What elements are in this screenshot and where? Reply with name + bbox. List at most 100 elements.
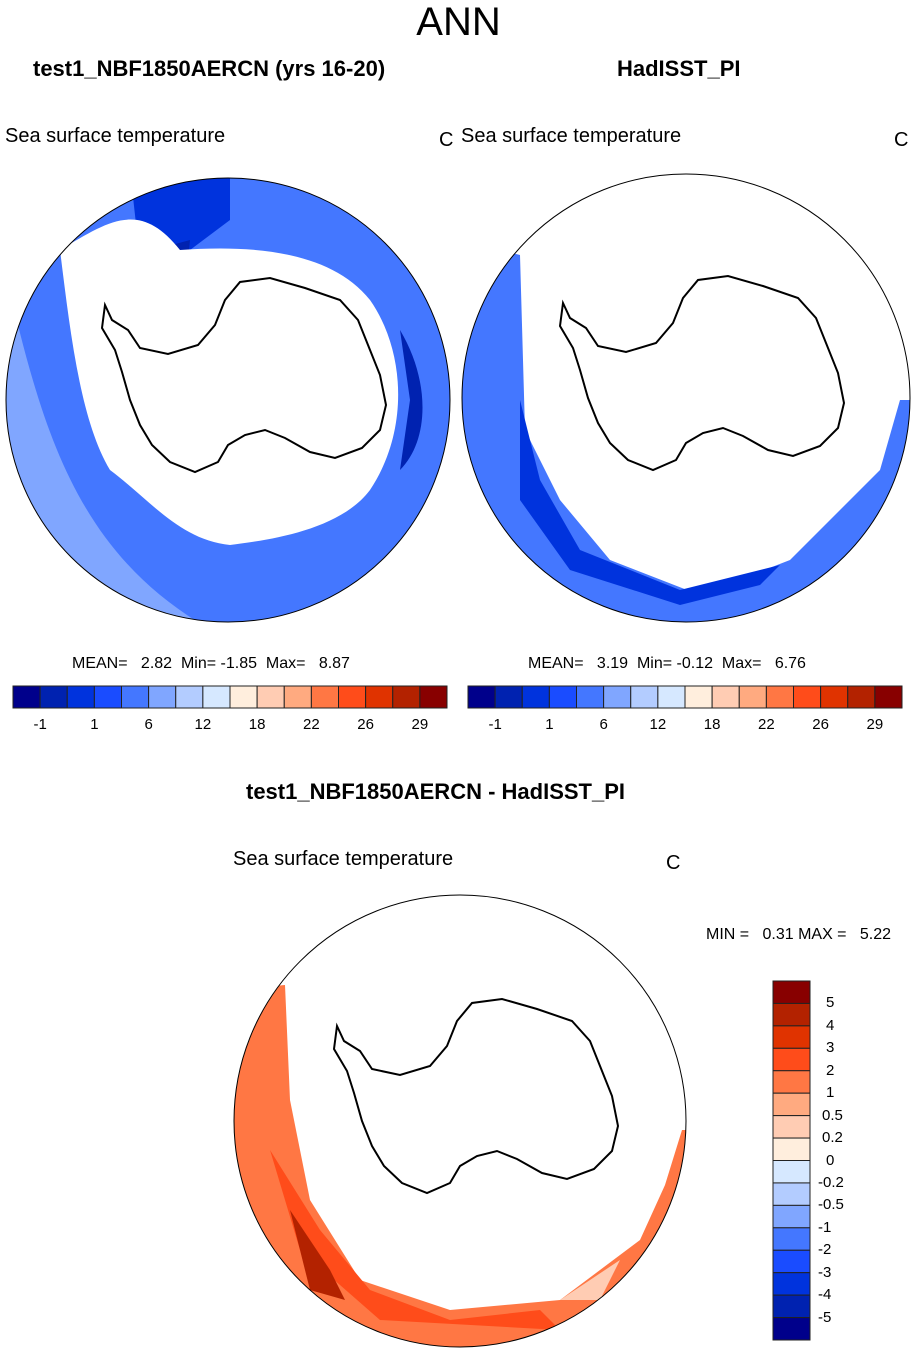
colorbar-tick-label: -1	[488, 716, 502, 733]
colorbar-tick-label: -5	[818, 1308, 832, 1326]
colorbar-swatch	[772, 1025, 811, 1049]
colorbar-swatch	[772, 1002, 811, 1027]
colorbar-tick-label: 2	[826, 1061, 835, 1079]
colorbar-swatch	[521, 685, 550, 709]
stats-diff: MIN = 0.31 MAX = 5.22	[706, 926, 891, 944]
min-value: -1.85	[220, 655, 257, 672]
colorbar-swatch	[738, 685, 767, 709]
stats-obs: MEAN= 3.19 Min= -0.12 Max= 6.76	[528, 655, 806, 673]
colorbar-tick-label: 6	[599, 716, 608, 733]
subtitle-diff: Sea surface temperature	[233, 848, 454, 870]
colorbar-swatch	[772, 1137, 811, 1161]
colorbar-swatch	[548, 685, 577, 709]
colorbar-swatch	[12, 685, 41, 709]
min-label: Min=	[636, 655, 673, 672]
colorbar-swatch	[847, 685, 876, 709]
colorbar-swatch	[283, 685, 312, 709]
colorbar-swatch	[772, 1227, 811, 1251]
colorbar-tick-label: 12	[194, 716, 212, 733]
colorbar-obs	[467, 685, 903, 709]
colorbar-swatch	[603, 685, 632, 709]
colorbar-swatch	[148, 685, 177, 709]
colorbar-test	[12, 685, 448, 709]
mean-value: 2.82	[140, 655, 173, 672]
colorbar-swatch	[419, 685, 448, 709]
colorbar-tick-label: 4	[826, 1016, 835, 1034]
colorbar-tick-label: 22	[758, 716, 775, 733]
colorbar-tick-label: 1	[826, 1084, 835, 1102]
map-obs	[462, 174, 910, 622]
mean-label: MEAN=	[528, 655, 584, 672]
colorbar-swatch	[121, 685, 150, 709]
colorbar-swatch	[772, 1092, 811, 1117]
colorbar-swatch	[772, 1204, 811, 1229]
colorbar-tick-label: 29	[866, 716, 884, 733]
map-diff	[234, 895, 686, 1347]
max-value: 6.76	[774, 655, 806, 672]
map-border	[461, 173, 911, 623]
max-label: Max=	[265, 655, 306, 672]
min-value: -0.12	[676, 655, 713, 672]
colorbar-swatch	[392, 685, 421, 709]
panel-title-obs: HadISST_PI	[617, 56, 741, 81]
max-label: MAX =	[798, 926, 847, 943]
colorbar-tick-label: -0.2	[818, 1173, 844, 1191]
sst-contour-cold-east	[400, 330, 423, 470]
colorbar-tick-label: 18	[248, 716, 266, 733]
colorbar-tick-label: 0.5	[822, 1106, 843, 1124]
mean-value: 3.19	[596, 655, 629, 672]
colorbar-swatch	[820, 685, 849, 709]
panel-title-test: test1_NBF1850AERCN (yrs 16-20)	[33, 56, 386, 81]
colorbar-tick-label: -1	[33, 716, 47, 733]
colorbar-swatch	[365, 685, 394, 709]
colorbar-swatch	[66, 685, 95, 709]
colorbar-tick-label: 6	[144, 716, 153, 733]
colorbar-swatch	[657, 685, 686, 709]
colorbar-tick-label: -0.5	[818, 1196, 844, 1214]
colorbar-swatch	[256, 685, 285, 709]
colorbar-tick-label: 26	[357, 716, 374, 733]
colorbar-tick-label: 5	[826, 994, 835, 1012]
colorbar-swatch	[793, 685, 822, 709]
sst-diff-contour-max	[290, 1210, 345, 1300]
colorbar-swatch	[772, 980, 811, 1004]
stats-test: MEAN= 2.82 Min= -1.85 Max= 8.87	[72, 655, 350, 673]
colorbar-swatch	[772, 1249, 811, 1274]
colorbar-swatch	[772, 1317, 811, 1341]
colorbar-diff	[772, 980, 811, 1341]
colorbar-swatch	[772, 1070, 811, 1094]
sst-diff-contour-high	[270, 1150, 560, 1330]
colorbar-tick-label: -1	[818, 1218, 832, 1236]
subtitle-test: Sea surface temperature	[5, 125, 226, 147]
max-value: 5.22	[859, 926, 892, 943]
sea-ice-mask	[60, 219, 399, 545]
colorbar-swatch	[310, 685, 339, 709]
colorbar-tick-label: 1	[90, 716, 99, 733]
colorbar-tick-label: -4	[818, 1286, 832, 1304]
colorbar-tick-label: 3	[826, 1039, 835, 1057]
main-title: ANN	[416, 0, 501, 44]
colorbar-swatch	[93, 685, 122, 709]
colorbar-swatch	[772, 1294, 811, 1319]
units-diff: C	[666, 852, 681, 874]
sst-contour-cold	[520, 400, 780, 605]
min-label: MIN =	[706, 926, 750, 943]
max-label: Max=	[721, 655, 762, 672]
colorbar-tick-label: -3	[818, 1263, 832, 1281]
colorbar-tick-label: 26	[812, 716, 829, 733]
colorbar-swatch	[175, 685, 204, 709]
colorbar-swatch	[765, 685, 794, 709]
colorbar-swatch	[772, 1182, 811, 1206]
colorbar-swatch	[711, 685, 740, 709]
colorbar-swatch	[229, 685, 258, 709]
sst-diff-contour-low	[560, 1260, 620, 1300]
colorbar-tick-label: 0.2	[822, 1129, 843, 1147]
mean-label: MEAN=	[72, 655, 128, 672]
colorbar-swatch	[874, 685, 903, 709]
colorbar-tick-label: 22	[303, 716, 320, 733]
colorbar-swatch	[772, 1115, 811, 1139]
colorbar-swatch	[576, 685, 605, 709]
subtitle-obs: Sea surface temperature	[461, 125, 682, 147]
colorbar-tick-label: 18	[703, 716, 721, 733]
colorbar-tick-label: 0	[826, 1151, 835, 1169]
